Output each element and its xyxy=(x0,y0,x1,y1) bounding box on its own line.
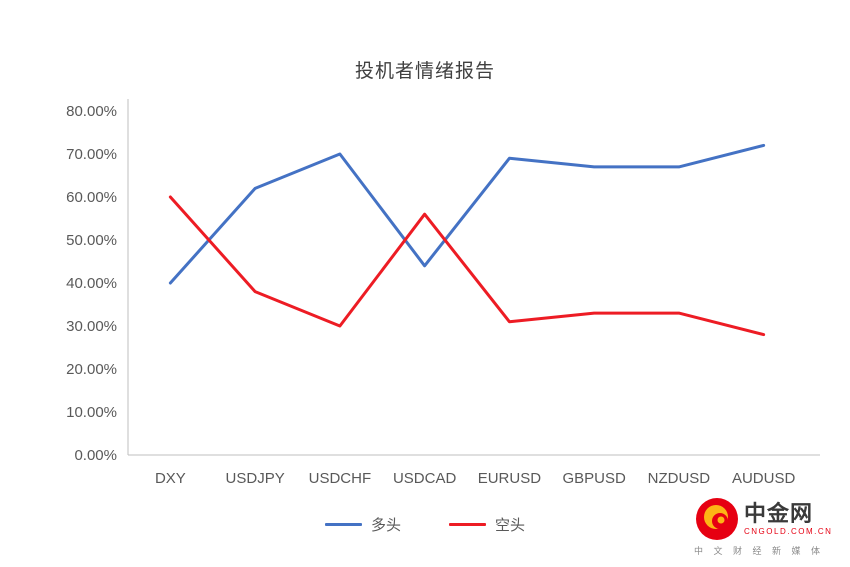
x-category-label: GBPUSD xyxy=(562,470,626,487)
y-tick-label: 10.00% xyxy=(66,404,117,421)
legend-line-swatch-long xyxy=(324,523,362,526)
y-tick-label: 40.00% xyxy=(66,275,117,292)
brand-name: 中金网 xyxy=(744,500,814,526)
legend-item-long: 多头 xyxy=(324,514,401,535)
brand-domain: CNGOLD.COM.CN xyxy=(744,526,833,536)
cngold-watermark: 中金网 CNGOLD.COM.CN 中 文 财 经 新 媒 体 xyxy=(694,496,844,557)
y-tick-label: 80.00% xyxy=(66,103,117,120)
legend-item-short: 空头 xyxy=(449,514,525,535)
legend: 多头 空头 xyxy=(0,514,850,535)
cngold-logo-text: 中金网 CNGOLD.COM.CN xyxy=(744,500,833,537)
series-line xyxy=(168,195,766,337)
legend-line-swatch-short xyxy=(449,523,486,526)
brand-tagline: 中 文 财 经 新 媒 体 xyxy=(694,546,825,556)
series-line xyxy=(168,143,766,285)
legend-label-long: 多头 xyxy=(370,517,401,534)
cngold-logo-icon xyxy=(696,498,738,540)
y-tick-label: 50.00% xyxy=(66,232,117,249)
y-tick-label: 60.00% xyxy=(66,189,117,206)
y-tick-label: 20.00% xyxy=(66,361,117,378)
x-category-label: USDCHF xyxy=(309,470,372,487)
x-category-label: DXY xyxy=(155,470,186,487)
x-category-label: USDJPY xyxy=(226,470,285,487)
x-category-label: AUDUSD xyxy=(732,470,796,487)
x-category-label: USDCAD xyxy=(393,470,457,487)
chart-title: 投机者情绪报告 xyxy=(354,61,495,82)
y-tick-label: 0.00% xyxy=(74,447,117,464)
legend-label-short: 空头 xyxy=(495,517,526,534)
x-category-label: NZDUSD xyxy=(648,470,711,487)
y-tick-label: 30.00% xyxy=(66,318,117,335)
y-tick-label: 70.00% xyxy=(66,146,117,163)
line-chart: 0.00% 10.00% 20.00% 30.00% 40.00% 50.00% 60.00… xyxy=(66,99,820,487)
x-category-label: EURUSD xyxy=(478,470,542,487)
cngold-logo-row: 中金网 CNGOLD.COM.CN xyxy=(694,496,844,542)
